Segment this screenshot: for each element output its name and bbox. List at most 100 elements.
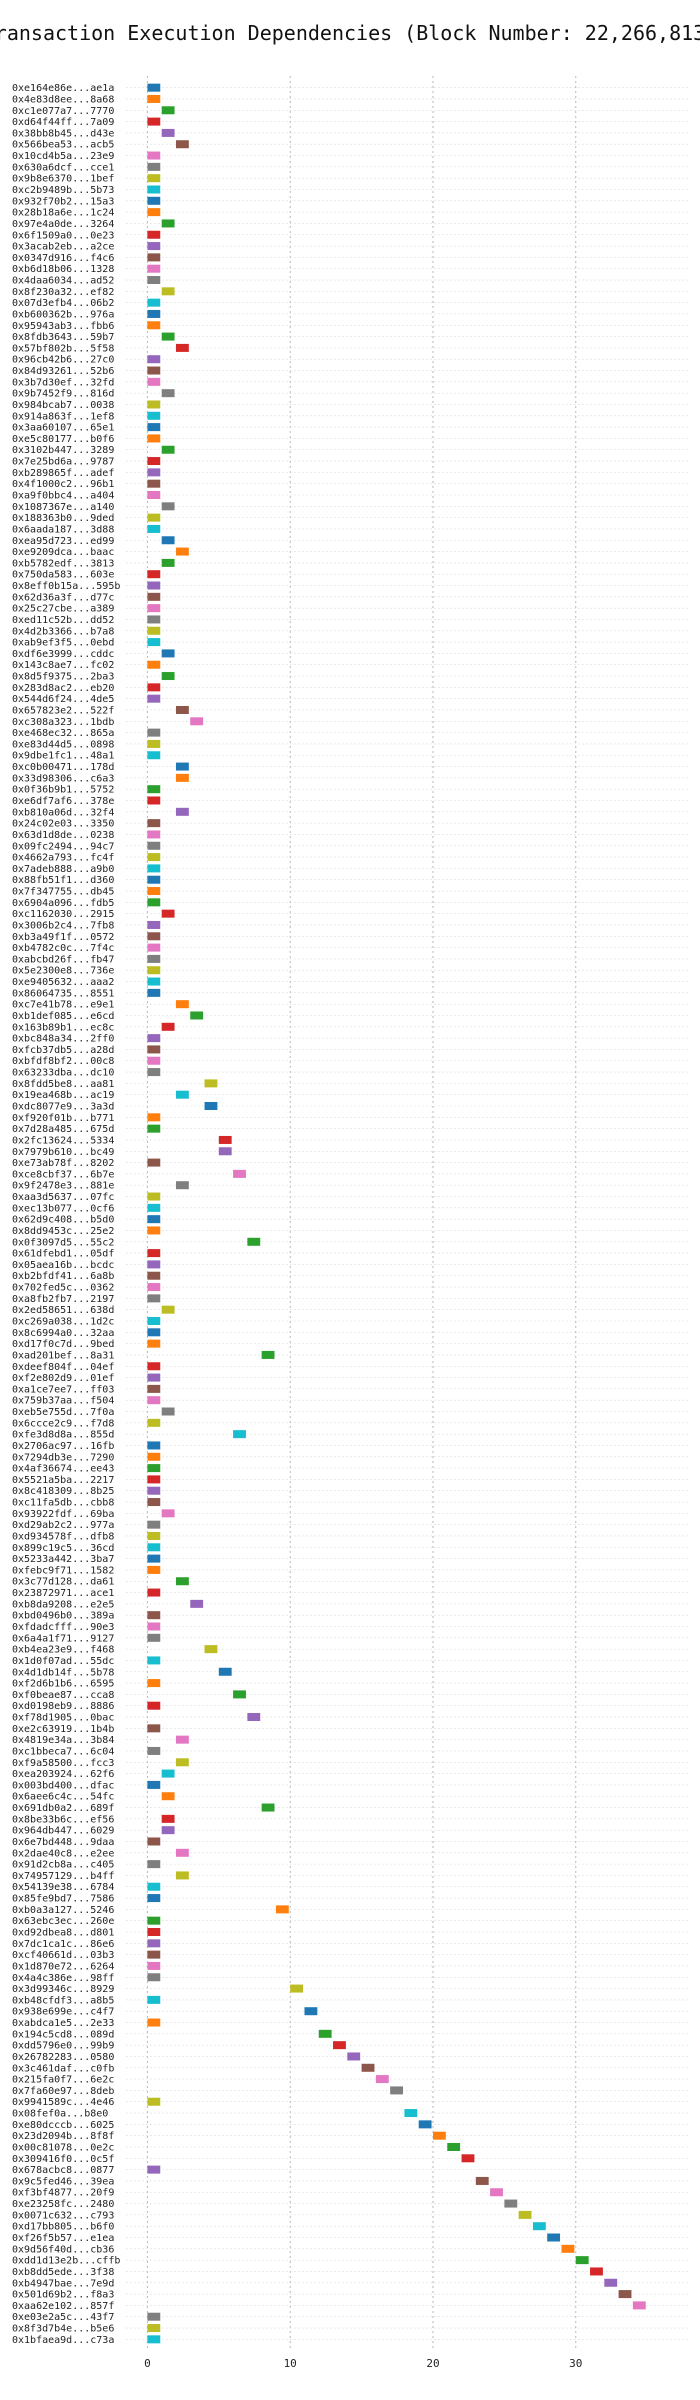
transaction-bar [147,966,161,975]
row-label: 0xd17bb805...b6f0 [12,2222,114,2233]
transaction-bar [147,1973,161,1982]
transaction-bar [161,1826,175,1835]
transaction-bar [147,615,161,624]
transaction-bar [147,1056,161,1065]
transaction-bar [147,954,161,963]
transaction-bar [147,1860,161,1869]
transaction-bar [461,2154,475,2163]
transaction-bar [147,1543,161,1552]
row-label: 0x501d69b2...f8a3 [12,2290,114,2301]
transaction-bar [418,2120,432,2129]
row-label: 0x4daa6034...ad52 [12,276,114,287]
row-label: 0x08fef0a...b8e0 [12,2109,108,2120]
transaction-bar [175,140,189,149]
row-label: 0xd92dbea8...d801 [12,1928,114,1939]
transaction-bar [290,1984,304,1993]
row-label: 0x283d8ac2...eb20 [12,683,114,694]
row-label: 0x9f2478e3...881e [12,1181,114,1192]
row-label: 0x54139e38...6784 [12,1882,114,1893]
transaction-bar [161,558,175,567]
x-tick-label: 0 [144,2357,151,2370]
row-label: 0x2706ac97...16fb [12,1441,114,1452]
transaction-bar [147,1520,161,1529]
row-label: 0x215fa0f7...6e2c [12,2075,114,2086]
row-label: 0xdd1d13e2b...cffb [12,2256,120,2267]
transaction-bar [161,1407,175,1416]
row-label: 0x38bb8b45...d43e [12,128,114,139]
row-label: 0xea95d723...ed99 [12,536,114,547]
row-label: 0x19ea468b...ac19 [12,1090,114,1101]
row-label: 0x7e25bd6a...9787 [12,457,114,468]
transaction-bar [147,841,161,850]
transaction-bar [147,898,161,907]
row-label: 0x24c02e03...3350 [12,819,114,830]
transaction-bar [147,943,161,952]
row-label: 0xdf6e3999...cddc [12,649,114,660]
row-label: 0x2ed58651...638d [12,1305,114,1316]
row-label: 0xaa3d5637...07fc [12,1192,114,1203]
row-label: 0xe03e2a5c...43f7 [12,2312,114,2323]
row-label: 0x23872971...ace1 [12,1588,114,1599]
row-label: 0xb6d18b06...1328 [12,264,114,275]
row-label: 0x0f3097d5...55c2 [12,1237,114,1248]
row-label: 0x7fa60e97...8deb [12,2086,114,2097]
row-label: 0xc308a323...1bdb [12,717,114,728]
transaction-bar [147,1328,161,1337]
row-label: 0xcf40661d...03b3 [12,1950,114,1961]
row-label: 0x4f1000c2...96b1 [12,479,114,490]
row-label: 0x4819e34a...3b84 [12,1735,114,1746]
row-label: 0x7294db3e...7290 [12,1452,114,1463]
transaction-bar [147,1316,161,1325]
row-label: 0x8fdb3643...59b7 [12,332,114,343]
row-label: 0xe468ec32...865a [12,728,114,739]
transaction-bar [147,875,161,884]
transaction-bar [190,1599,204,1608]
transaction-bar [190,717,204,726]
transaction-bar [147,162,161,171]
transaction-bar [147,2312,161,2321]
row-label: 0xb2bfdf41...6a8b [12,1271,114,1282]
x-axis-ticks: 0 10 20 30 [144,2357,582,2370]
transaction-bar [561,2244,575,2253]
transaction-bar [147,1882,161,1891]
transaction-bar [147,1928,161,1937]
transaction-bar [147,830,161,839]
row-label: 0x566bea53...acb5 [12,140,114,151]
row-label: 0xb8dd5ede...3f38 [12,2267,114,2278]
row-label: 0x62d36a3f...d77c [12,592,114,603]
transaction-bar [175,1577,189,1586]
row-label: 0xbc848a34...2ff0 [12,1034,114,1045]
transaction-bar [518,2210,532,2219]
row-label: 0xaa62e102...857f [12,2301,114,2312]
transaction-bar [147,1339,161,1348]
row-label: 0x4af36674...ee43 [12,1464,114,1475]
row-label: 0x143c8ae7...fc02 [12,660,114,671]
row-label: 0x26782283...0580 [12,2052,114,2063]
row-label: 0xf920f01b...b771 [12,1113,114,1124]
row-label: 0xd29ab2c2...977a [12,1520,114,1531]
transaction-bar [147,1611,161,1620]
row-label: 0x95943ab3...fbb6 [12,321,114,332]
row-label: 0xfebc9f71...1582 [12,1565,114,1576]
row-label: 0xb1def085...e6cd [12,1011,114,1022]
row-label: 0x9b8e6370...1bef [12,174,114,185]
transaction-bar [147,638,161,647]
transaction-bar [147,660,161,669]
row-label: 0x003bd400...dfac [12,1780,114,1791]
transaction-bar [161,389,175,398]
transaction-bar [147,819,161,828]
transaction-bar [161,649,175,658]
row-label: 0x0347d916...f4c6 [12,253,114,264]
row-label: 0x5233a442...3ba7 [12,1554,114,1565]
row-label: 0xa1ce7ee7...ff03 [12,1384,114,1395]
row-label: 0x6ccce2c9...f7d8 [12,1418,114,1429]
transaction-bar [175,1758,189,1767]
row-label: 0x28b18a6e...1c24 [12,208,114,219]
row-label: 0x4a4c386e...98ff [12,1973,114,1984]
transaction-bar [147,1452,161,1461]
transaction-bar [361,2063,375,2072]
transaction-bar [218,1147,232,1156]
row-label: 0xf26f5b57...e1ea [12,2233,114,2244]
transaction-bar [147,2324,161,2333]
transaction-bar [161,219,175,228]
